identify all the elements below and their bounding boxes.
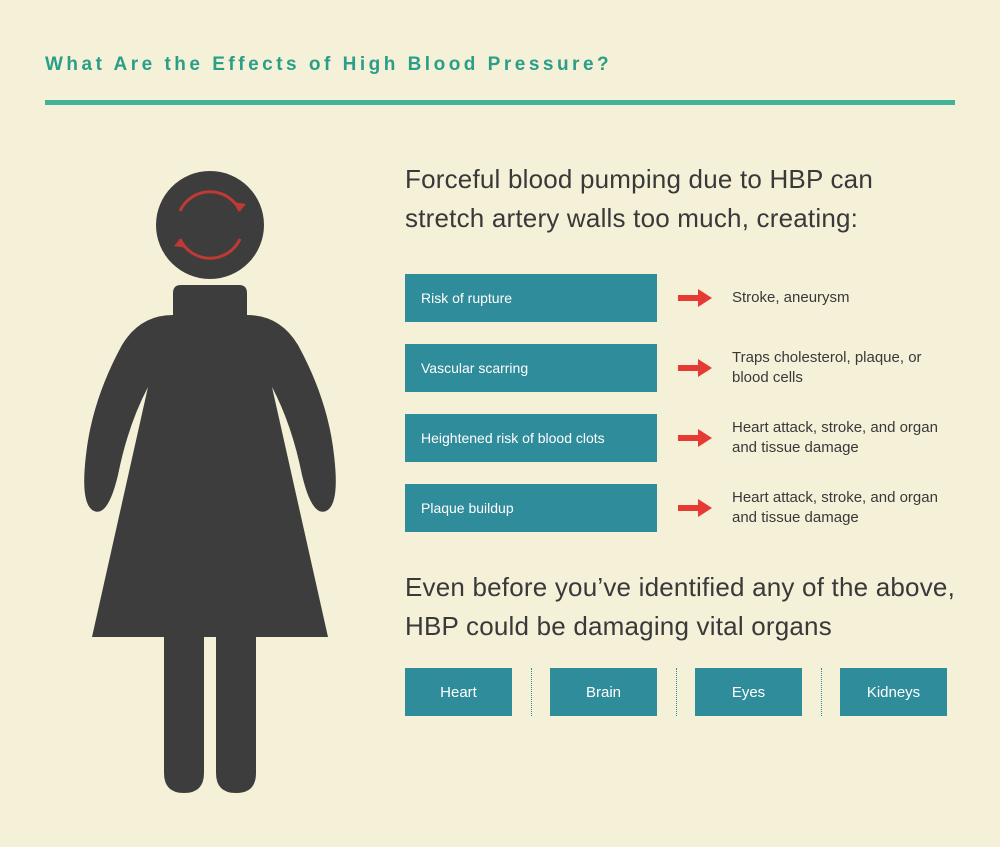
organ-box: Heart — [405, 668, 512, 716]
page-title: What Are the Effects of High Blood Press… — [45, 54, 955, 76]
risk-row: Heightened risk of blood clots Heart att… — [405, 408, 955, 468]
person-figure — [80, 165, 340, 810]
organ-divider — [657, 668, 695, 716]
arrow-cell — [657, 359, 732, 377]
arrow-right-icon — [678, 499, 712, 517]
risk-consequence: Heart attack, stroke, and organ and tiss… — [732, 418, 955, 459]
arrow-right-icon — [678, 359, 712, 377]
risk-consequence: Heart attack, stroke, and organ and tiss… — [732, 488, 955, 529]
risk-row: Vascular scarring Traps cholesterol, pla… — [405, 338, 955, 398]
risk-label-box: Heightened risk of blood clots — [405, 414, 657, 462]
risk-consequence: Traps cholesterol, plaque, or blood cell… — [732, 348, 955, 389]
organ-box: Kidneys — [840, 668, 947, 716]
arrow-cell — [657, 289, 732, 307]
arrow-right-icon — [678, 289, 712, 307]
risk-label-box: Vascular scarring — [405, 344, 657, 392]
horizontal-rule — [45, 100, 955, 105]
risk-row: Plaque buildup Heart attack, stroke, and… — [405, 478, 955, 538]
risks-list: Risk of rupture Stroke, aneurysm Vascular… — [405, 268, 955, 538]
risk-consequence: Stroke, aneurysm — [732, 288, 955, 308]
infographic-page: What Are the Effects of High Blood Press… — [0, 0, 1000, 847]
risk-label-box: Plaque buildup — [405, 484, 657, 532]
arrow-cell — [657, 429, 732, 447]
arrow-right-icon — [678, 429, 712, 447]
arrow-cell — [657, 499, 732, 517]
risk-label-box: Risk of rupture — [405, 274, 657, 322]
organ-box: Eyes — [695, 668, 802, 716]
organ-box: Brain — [550, 668, 657, 716]
subtext: Even before you’ve identified any of the… — [405, 568, 955, 646]
text-column: Forceful blood pumping due to HBP can st… — [375, 160, 955, 810]
organ-divider — [512, 668, 550, 716]
risk-row: Risk of rupture Stroke, aneurysm — [405, 268, 955, 328]
organ-divider — [802, 668, 840, 716]
intro-text: Forceful blood pumping due to HBP can st… — [405, 160, 955, 238]
organs-row: Heart Brain Eyes Kidneys — [405, 668, 955, 716]
figure-column — [45, 160, 375, 810]
content-row: Forceful blood pumping due to HBP can st… — [45, 160, 955, 810]
